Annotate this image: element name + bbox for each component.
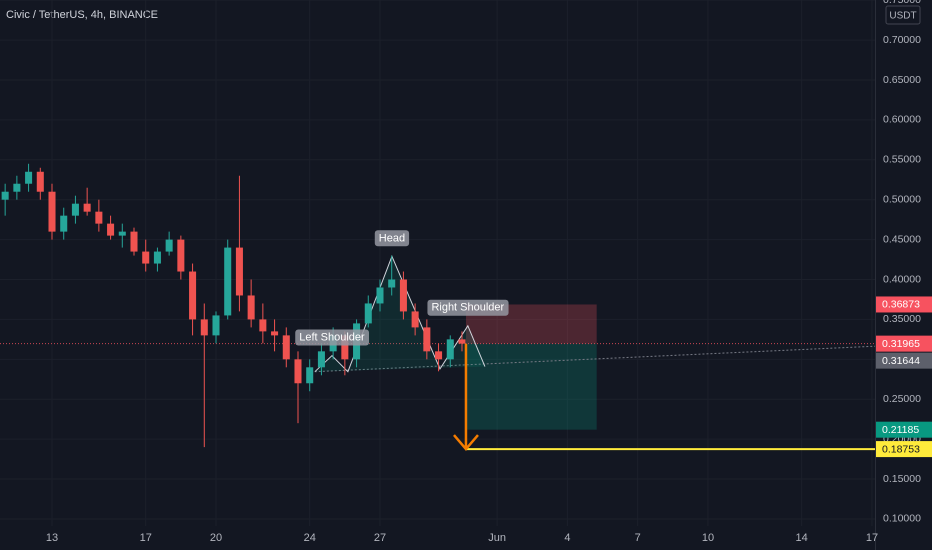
pattern-label-box (374, 230, 410, 247)
y-tick-label: 0.55000 (883, 154, 921, 166)
candle-body (235, 247, 243, 296)
candle-body (388, 279, 396, 288)
pattern-area (314, 256, 485, 372)
x-tick-label: 13 (46, 532, 58, 544)
pattern-label: Head (379, 232, 405, 244)
candle-body (435, 351, 443, 360)
target-zone (465, 343, 597, 430)
y-tick-label: 0.25000 (883, 393, 921, 405)
x-tick-label: 27 (374, 532, 386, 544)
candle-body (1, 191, 9, 200)
pattern-label-box (427, 299, 509, 316)
candle-body (189, 271, 197, 320)
candle-body (411, 311, 419, 328)
candle-body (446, 339, 454, 360)
candle-body (118, 231, 126, 236)
x-tick-label: 17 (866, 532, 878, 544)
candle-body (212, 315, 220, 336)
currency-badge (885, 5, 921, 25)
chart-title: Civic / TetherUS, 4h, BINANCE (6, 9, 158, 21)
y-tick-label: 0.15000 (883, 473, 921, 485)
y-tick-label: 0.65000 (883, 74, 921, 86)
price-label: 0.18753 (882, 443, 920, 455)
candle-body (71, 203, 79, 216)
y-tick-label: 0.10000 (883, 513, 921, 525)
candle-body (224, 247, 232, 316)
candle-body (364, 303, 372, 324)
price-label-box (876, 335, 932, 352)
plot: Left Shoulder Head Right Shoulder (0, 163, 876, 452)
candle-body (142, 251, 150, 264)
candle-body (458, 339, 466, 344)
price-label: 0.36873 (882, 299, 920, 311)
candle-body (259, 319, 267, 332)
candle-body (60, 215, 68, 232)
candle-body (95, 211, 103, 224)
y-tick-label: 0.70000 (883, 34, 921, 46)
currency: USDT (889, 11, 916, 22)
y-tick-label: 0.75000 (883, 0, 921, 6)
y-tick-label: 0.60000 (883, 114, 921, 126)
x-tick-label: 4 (564, 532, 570, 544)
x-tick-label: 20 (210, 532, 222, 544)
candle-body (247, 295, 255, 320)
candle-body (317, 351, 325, 368)
candle-body (48, 191, 56, 232)
candle-body (13, 183, 21, 192)
candle-body (271, 331, 279, 336)
candle-body (423, 327, 431, 352)
price-label-box (876, 296, 932, 313)
candle-body (376, 287, 384, 304)
candle-body (282, 335, 290, 360)
price-label: 0.21185 (882, 424, 919, 436)
neckline (314, 345, 876, 373)
y-tick-label: 0.35000 (883, 313, 921, 325)
candle-body (177, 239, 185, 272)
x-tick-label: 14 (796, 532, 808, 544)
candle-body (153, 251, 161, 264)
x-tick-label: 17 (140, 532, 152, 544)
candle-body (25, 171, 33, 184)
candle-body (306, 367, 314, 384)
y-tick-label: 0.40000 (883, 273, 921, 285)
candle-body (341, 335, 349, 360)
x-tick-label: Jun (488, 532, 506, 544)
price-label: 0.31965 (882, 338, 920, 350)
price-label: 0.31644 (882, 355, 920, 367)
candle-body (294, 359, 302, 384)
candle-body (36, 171, 44, 192)
pattern-label: Right Shoulder (431, 302, 504, 314)
target-arrow (453, 343, 479, 452)
candle-body (200, 319, 208, 336)
candle-body (130, 231, 138, 252)
price-label-box (876, 441, 932, 458)
price-label-box (876, 352, 932, 369)
y-tick-label: 0.45000 (883, 233, 921, 245)
x-tick-label: 10 (702, 532, 714, 544)
candle-body (107, 223, 115, 236)
candle-body (165, 239, 173, 252)
price-label-box (876, 421, 932, 438)
x-tick-label: 7 (635, 532, 641, 544)
pattern-label: Left Shoulder (299, 332, 365, 344)
candle-body (399, 279, 407, 312)
x-tick-label: 24 (304, 532, 316, 544)
y-tick-label: 0.50000 (883, 193, 921, 205)
candle-body (83, 203, 91, 212)
pattern-label-box (295, 329, 370, 346)
